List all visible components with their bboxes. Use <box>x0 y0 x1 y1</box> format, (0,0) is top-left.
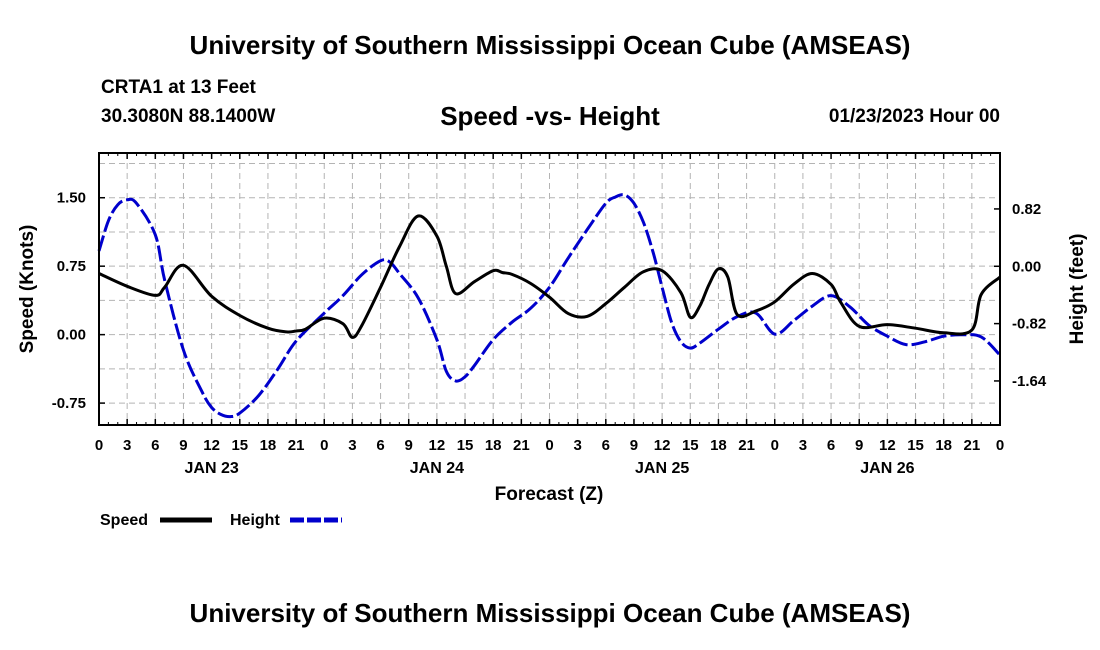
y-right-tick-label: 0.00 <box>1012 258 1041 275</box>
x-tick-label: 18 <box>260 437 277 454</box>
forecast-date: 01/23/2023 Hour 00 <box>828 106 1000 127</box>
y-axis-left-label: Speed (Knots) <box>17 225 38 354</box>
x-tick-label: 18 <box>710 437 727 454</box>
x-tick-label: 12 <box>203 437 220 454</box>
x-tick-label: 9 <box>855 437 863 454</box>
x-tick-label: 18 <box>485 437 502 454</box>
legend-height-label: Height <box>230 512 280 529</box>
day-label: JAN 25 <box>635 460 689 477</box>
x-tick-label: 3 <box>799 437 807 454</box>
x-tick-label: 6 <box>376 437 384 454</box>
x-tick-label: 6 <box>151 437 159 454</box>
x-tick-label: 18 <box>935 437 952 454</box>
day-label: JAN 26 <box>860 460 914 477</box>
y-right-tick-label: -0.82 <box>1012 316 1046 333</box>
station-coordinates: 30.3080N 88.1400W <box>101 106 276 127</box>
x-tick-label: 21 <box>964 437 981 454</box>
x-tick-label: 6 <box>602 437 610 454</box>
x-tick-label: 0 <box>771 437 779 454</box>
x-tick-label: 6 <box>827 437 835 454</box>
x-tick-label: 0 <box>996 437 1004 454</box>
x-tick-label: 12 <box>879 437 896 454</box>
axis-ticks: 0 3 6 9 12 15 18 21 0 3 6 9 12 15 18 21 0 3 6 9 12 15 18 21 0 3 6 9… <box>52 153 1047 477</box>
y-left-tick-label: 0.75 <box>57 258 86 275</box>
chart-subtitle: Speed -vs- Height <box>440 101 660 131</box>
station-label: CRTA1 at 13 Feet <box>101 77 256 98</box>
x-tick-label: 0 <box>320 437 328 454</box>
y-right-tick-label: -1.64 <box>1012 373 1047 390</box>
y-left-tick-label: -0.75 <box>52 395 86 412</box>
x-tick-label: 12 <box>654 437 671 454</box>
series-lines <box>97 193 1002 419</box>
x-tick-label: 9 <box>179 437 187 454</box>
legend-speed-label: Speed <box>100 512 148 529</box>
x-tick-label: 0 <box>95 437 103 454</box>
y-left-tick-label: 1.50 <box>57 190 86 207</box>
chart-title: University of Southern Mississippi Ocean… <box>189 30 911 60</box>
legend: Speed Height <box>100 512 342 529</box>
x-axis-label: Forecast (Z) <box>495 484 604 505</box>
speed-series-line <box>98 214 1002 339</box>
x-tick-label: 3 <box>348 437 356 454</box>
x-tick-label: 12 <box>429 437 446 454</box>
x-tick-label: 21 <box>738 437 755 454</box>
day-label: JAN 23 <box>185 460 239 477</box>
height-series-line <box>97 193 1002 419</box>
x-tick-label: 15 <box>457 437 474 454</box>
y-axis-right-label: Height (feet) <box>1067 234 1088 345</box>
x-tick-label: 9 <box>630 437 638 454</box>
x-tick-label: 21 <box>513 437 530 454</box>
y-left-tick-label: 0.00 <box>57 327 86 344</box>
x-tick-label: 15 <box>682 437 699 454</box>
x-tick-label: 15 <box>907 437 924 454</box>
x-tick-label: 0 <box>545 437 553 454</box>
day-label: JAN 24 <box>410 460 464 477</box>
x-tick-label: 3 <box>123 437 131 454</box>
y-right-tick-label: 0.82 <box>1012 201 1041 218</box>
x-tick-label: 3 <box>573 437 581 454</box>
x-tick-label: 21 <box>288 437 305 454</box>
x-tick-label: 15 <box>231 437 248 454</box>
x-tick-label: 9 <box>405 437 413 454</box>
footer-title: University of Southern Mississippi Ocean… <box>189 598 911 628</box>
